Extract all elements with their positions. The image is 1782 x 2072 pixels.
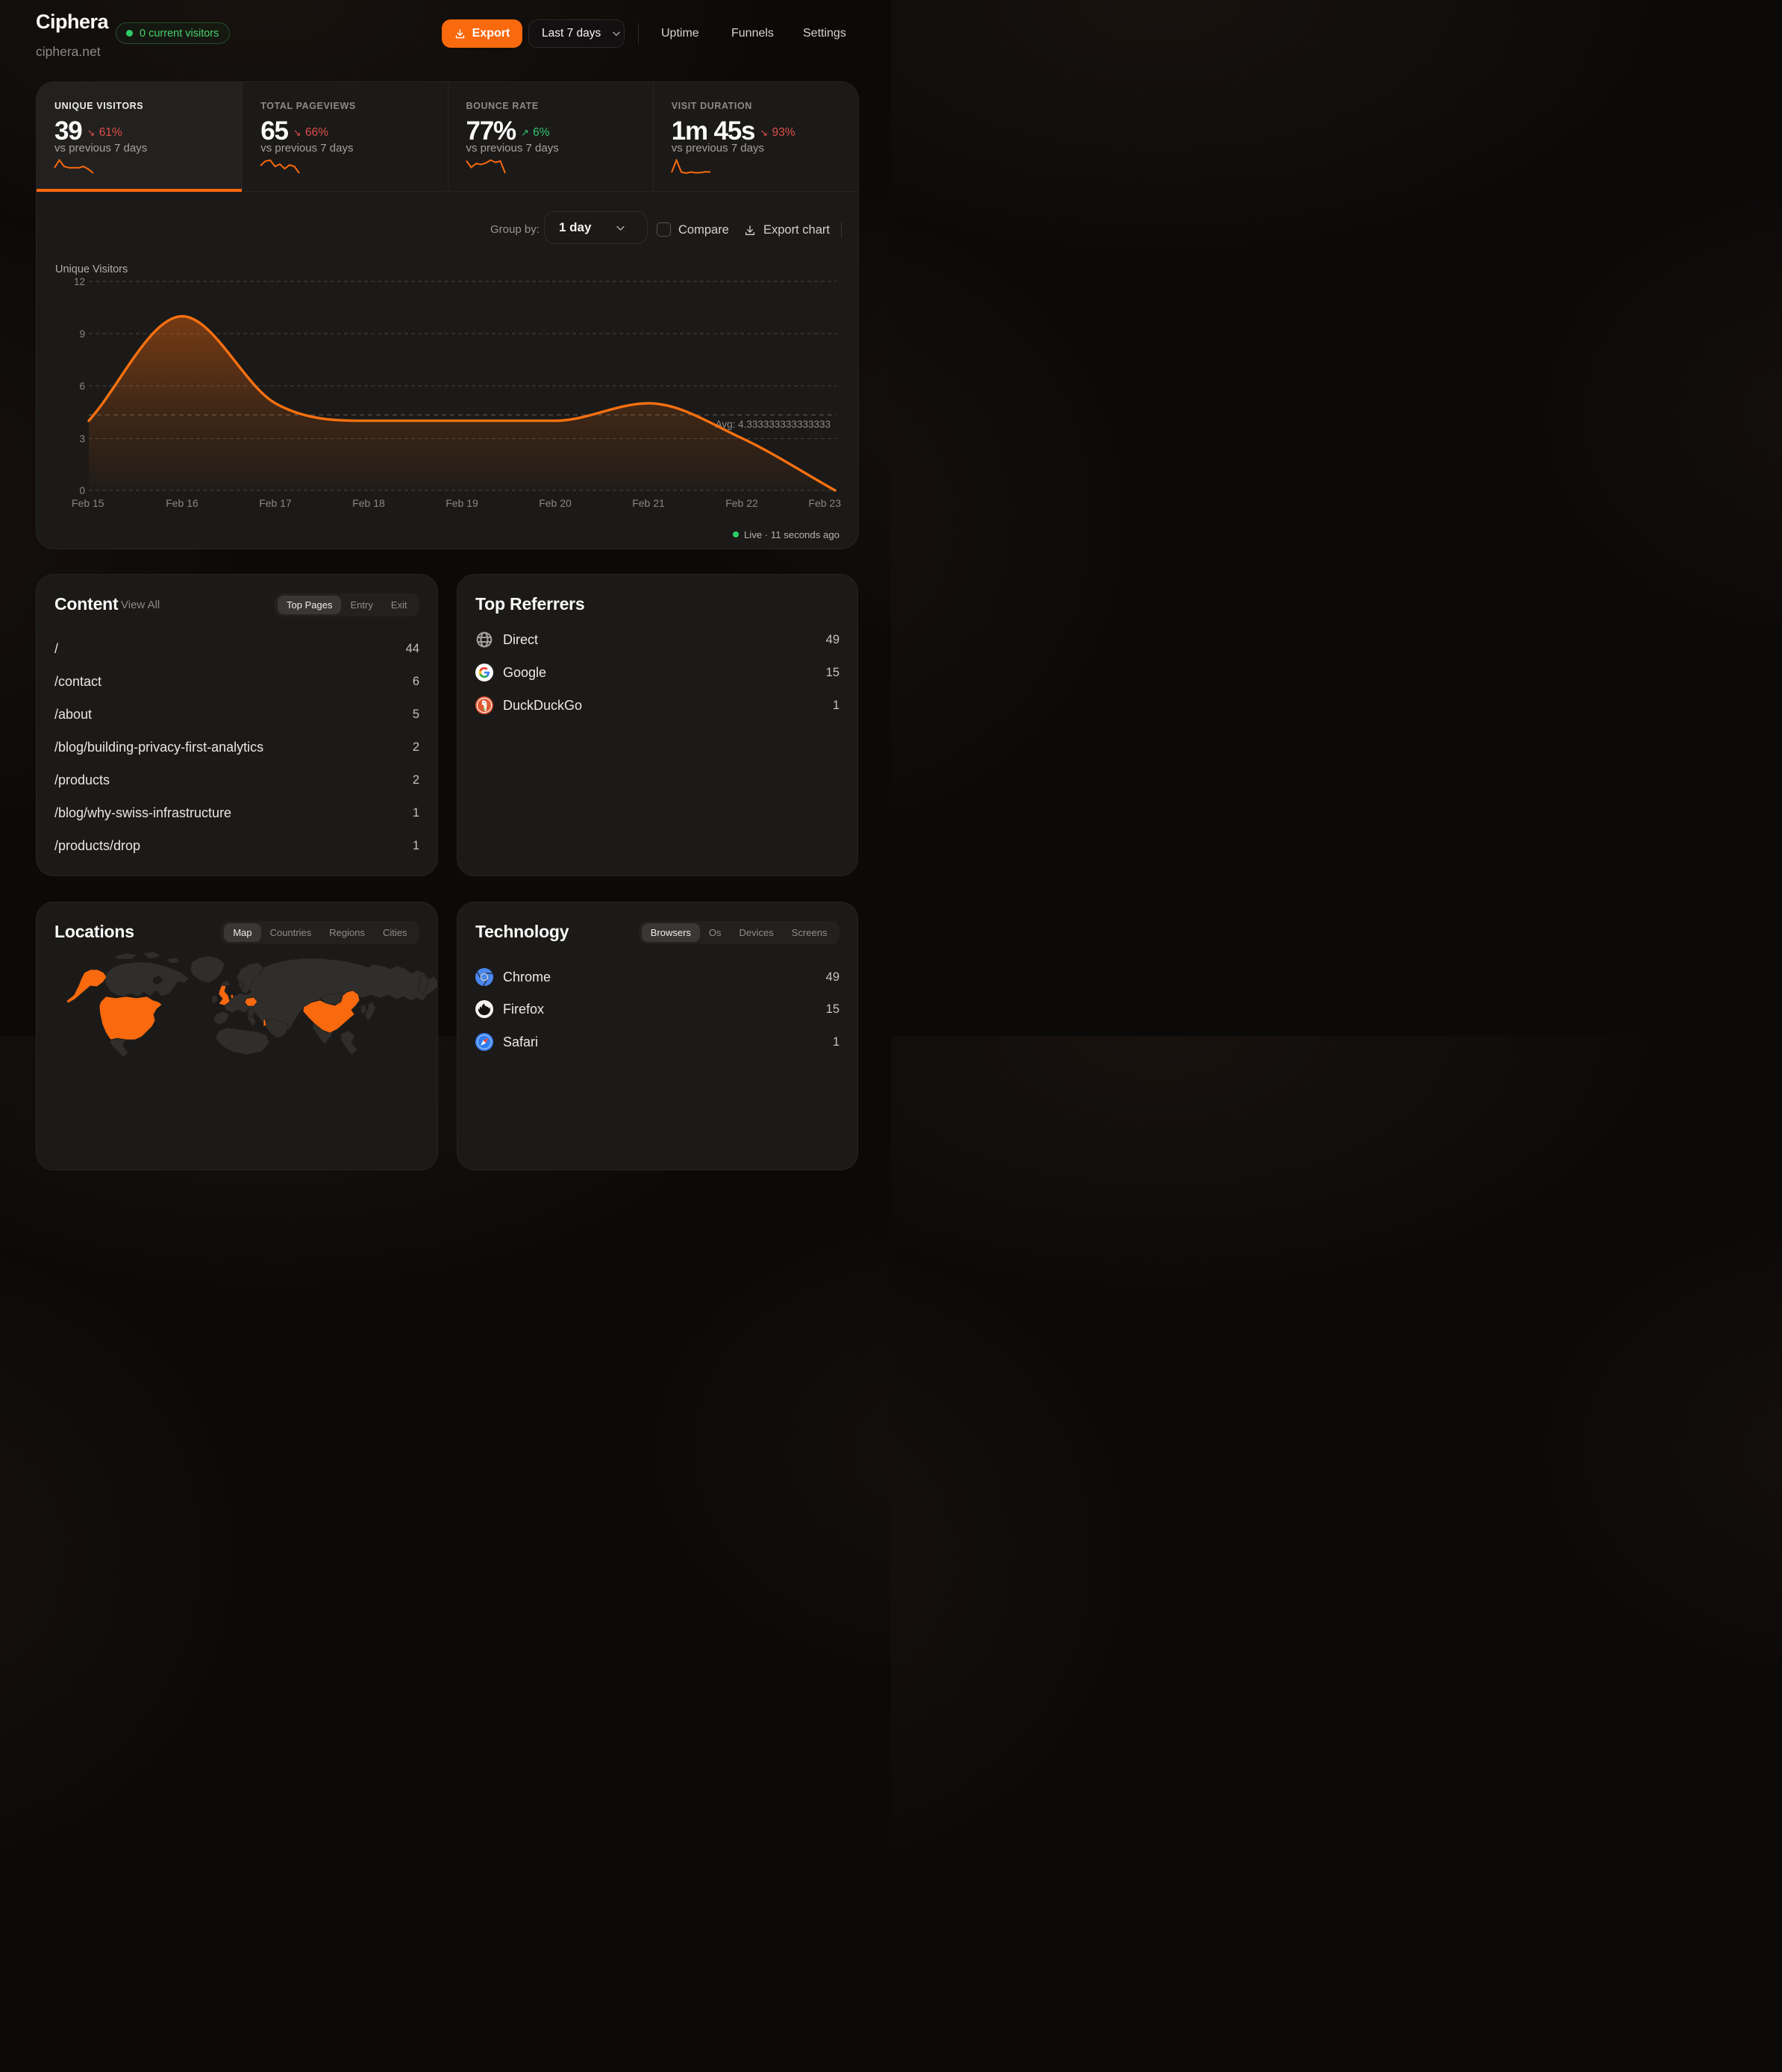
svg-text:12: 12	[74, 276, 85, 287]
svg-text:0: 0	[79, 485, 85, 496]
svg-text:Feb 21: Feb 21	[632, 497, 665, 509]
svg-text:Unique Visitors: Unique Visitors	[55, 263, 128, 275]
svg-text:3: 3	[79, 434, 85, 445]
svg-text:Feb 16: Feb 16	[166, 497, 198, 509]
svg-text:Feb 18: Feb 18	[352, 497, 385, 509]
svg-text:Feb 17: Feb 17	[259, 497, 292, 509]
svg-text:Feb 23: Feb 23	[808, 497, 841, 509]
svg-text:9: 9	[79, 328, 85, 340]
svg-text:Feb 20: Feb 20	[539, 497, 572, 509]
svg-text:6: 6	[79, 381, 85, 392]
svg-text:Feb 15: Feb 15	[72, 497, 104, 509]
svg-text:Feb 22: Feb 22	[725, 497, 758, 509]
svg-text:Feb 19: Feb 19	[446, 497, 478, 509]
svg-text:Avg: 4.333333333333333: Avg: 4.333333333333333	[716, 419, 831, 430]
svg-text:Live · 11 seconds ago: Live · 11 seconds ago	[744, 529, 840, 540]
